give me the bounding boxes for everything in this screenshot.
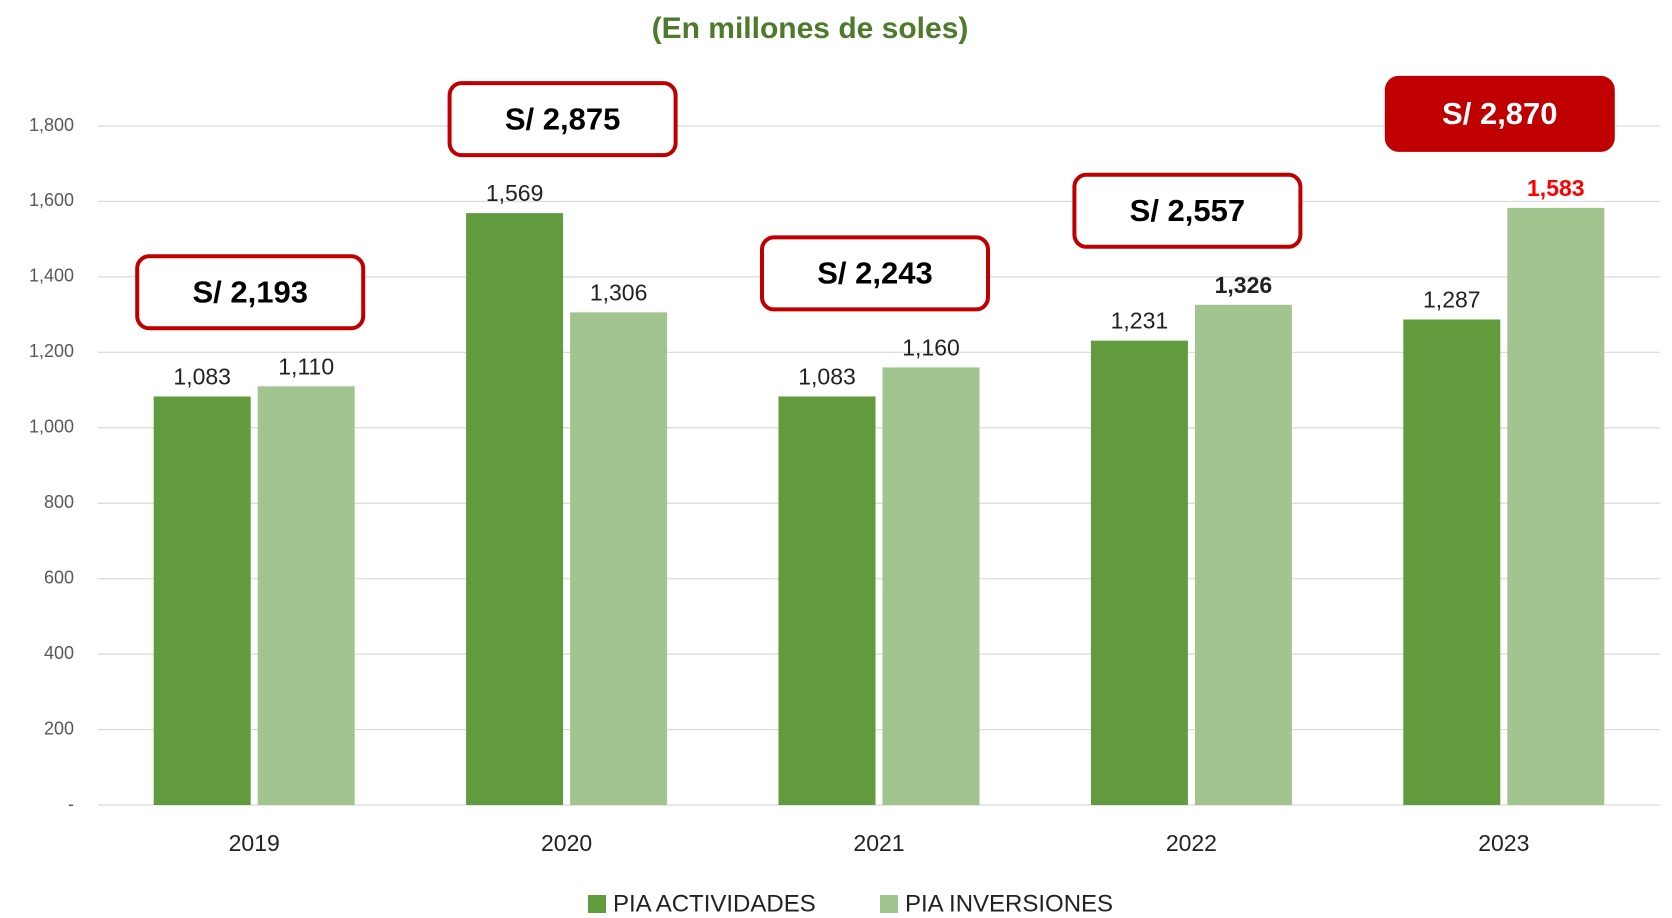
bar <box>1507 207 1605 805</box>
value-label: 1,083 <box>798 364 856 390</box>
legend-label: PIA ACTIVIDADES <box>613 890 816 917</box>
y-tick-label: 600 <box>44 567 74 587</box>
x-tick-label: 2021 <box>853 830 904 856</box>
value-label: 1,160 <box>902 335 960 361</box>
value-label: 1,583 <box>1527 175 1585 201</box>
bar <box>1403 319 1501 805</box>
chart-title: (En millones de soles) <box>652 12 969 45</box>
y-tick-label: 200 <box>44 718 74 738</box>
annotation-box <box>135 254 366 331</box>
value-label: 1,231 <box>1111 308 1169 334</box>
bar <box>257 386 355 805</box>
legend-swatch <box>588 895 606 913</box>
value-label: 1,326 <box>1215 272 1273 298</box>
legend-swatch <box>880 895 898 913</box>
bar <box>1090 340 1188 805</box>
annotation-box <box>1384 75 1615 152</box>
value-label: 1,287 <box>1423 287 1481 313</box>
value-label: 1,569 <box>486 180 544 206</box>
y-tick-label: 1,400 <box>29 266 74 286</box>
bar <box>778 396 876 805</box>
y-tick-label: 1,600 <box>29 190 74 210</box>
annotation: S/ 2,193 <box>192 274 307 309</box>
value-label: 1,110 <box>278 353 334 379</box>
annotation: S/ 2,557 <box>1130 193 1245 228</box>
y-tick-label: 1,200 <box>29 341 74 361</box>
y-tick-label: 1,800 <box>29 115 74 135</box>
x-tick-label: 2023 <box>1478 830 1529 856</box>
annotation: S/ 2,870 <box>1442 96 1557 131</box>
value-label: 1,083 <box>173 364 231 390</box>
y-tick-label: - <box>68 794 74 814</box>
x-tick-label: 2022 <box>1166 830 1217 856</box>
annotation: S/ 2,243 <box>817 256 932 291</box>
annotation-box <box>447 81 678 158</box>
annotation-box <box>760 235 990 312</box>
y-tick-label: 400 <box>44 643 74 663</box>
bar <box>466 213 564 806</box>
annotation: S/ 2,875 <box>505 101 620 136</box>
legend-label: PIA INVERSIONES <box>905 890 1113 917</box>
value-label: 1,306 <box>590 279 648 305</box>
bar <box>1194 304 1292 805</box>
y-tick-label: 800 <box>44 492 74 512</box>
bar <box>570 312 668 805</box>
bar <box>882 367 980 805</box>
y-tick-label: 1,000 <box>29 417 74 437</box>
annotation-box <box>1072 172 1303 249</box>
x-tick-label: 2020 <box>541 830 592 856</box>
bar <box>153 396 251 805</box>
x-tick-label: 2019 <box>229 830 280 856</box>
